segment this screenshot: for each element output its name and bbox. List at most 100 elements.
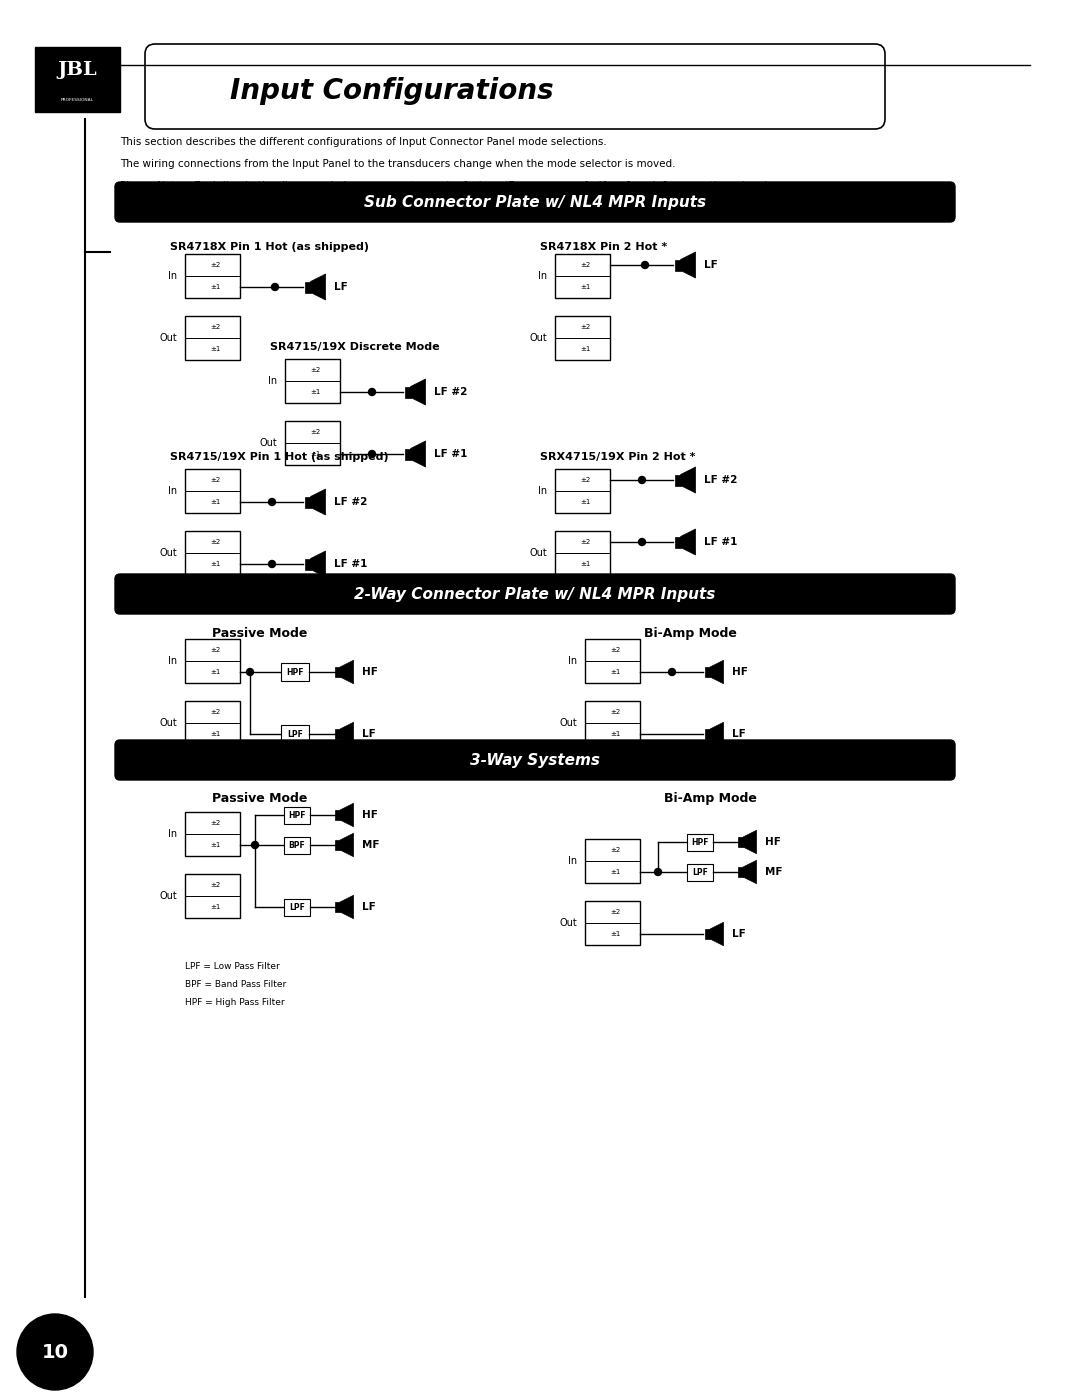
Text: The wiring connections from the Input Panel to the transducers change when the m: The wiring connections from the Input Pa… <box>120 159 675 169</box>
Polygon shape <box>410 379 426 405</box>
Text: ±2: ±2 <box>610 909 620 915</box>
Bar <box>555 469 610 513</box>
Polygon shape <box>340 661 353 683</box>
Text: Out: Out <box>559 718 577 728</box>
Text: ±2: ±2 <box>580 263 591 268</box>
Circle shape <box>269 499 275 506</box>
Text: HF: HF <box>362 666 377 678</box>
Bar <box>185 812 240 856</box>
Text: JBL: JBL <box>57 60 97 78</box>
Text: ±1: ±1 <box>610 869 620 875</box>
Text: In: In <box>568 657 577 666</box>
Circle shape <box>271 284 279 291</box>
Text: HF: HF <box>765 837 781 847</box>
Text: ±1: ±1 <box>211 904 220 909</box>
Text: ±1: ±1 <box>211 284 220 291</box>
Text: Out: Out <box>159 332 177 344</box>
Text: Bi-Amp Mode: Bi-Amp Mode <box>644 627 737 640</box>
Text: In: In <box>167 657 177 666</box>
Bar <box>675 536 680 548</box>
Circle shape <box>269 560 275 567</box>
Text: ±2: ±2 <box>211 263 220 268</box>
Text: PROFESSIONAL: PROFESSIONAL <box>60 98 94 102</box>
Polygon shape <box>743 861 756 884</box>
Bar <box>285 359 340 402</box>
Polygon shape <box>340 803 353 827</box>
Bar <box>738 837 743 847</box>
Text: ±2: ±2 <box>211 324 220 330</box>
Text: Bi-Amp Mode: Bi-Amp Mode <box>663 792 756 805</box>
Bar <box>284 806 310 823</box>
Text: ±2: ±2 <box>610 647 620 652</box>
Bar <box>738 868 743 877</box>
Text: ±1: ±1 <box>310 388 321 395</box>
Text: This section describes the different configurations of Input Connector Panel mod: This section describes the different con… <box>120 137 607 147</box>
Text: MF: MF <box>765 868 782 877</box>
Bar <box>305 496 311 507</box>
Text: Out: Out <box>529 548 546 557</box>
Text: LPF: LPF <box>287 729 302 739</box>
Bar <box>335 902 340 912</box>
Bar <box>305 559 311 570</box>
Text: ±2: ±2 <box>610 847 620 854</box>
Text: Passive Mode: Passive Mode <box>213 792 308 805</box>
Text: 10: 10 <box>41 1343 68 1362</box>
Bar <box>555 316 610 360</box>
Polygon shape <box>710 661 724 683</box>
Text: LF #2: LF #2 <box>433 387 467 397</box>
Text: LF #1: LF #1 <box>433 448 467 460</box>
Text: * Units manufactured after April '00.: * Units manufactured after April '00. <box>285 576 475 585</box>
Text: SRX4715/19X Pin 2 Hot *: SRX4715/19X Pin 2 Hot * <box>540 453 696 462</box>
Text: ±2: ±2 <box>211 476 220 483</box>
Text: LF #2: LF #2 <box>334 497 367 507</box>
Polygon shape <box>710 722 724 746</box>
Bar <box>405 448 410 460</box>
Text: In: In <box>167 271 177 281</box>
Circle shape <box>368 388 376 395</box>
Text: HF: HF <box>362 810 377 820</box>
Polygon shape <box>311 274 325 300</box>
Text: ±2: ±2 <box>211 647 220 652</box>
Circle shape <box>638 476 646 483</box>
Text: HPF = High Pass Filter: HPF = High Pass Filter <box>185 997 285 1007</box>
Text: HPF: HPF <box>288 810 306 820</box>
FancyBboxPatch shape <box>114 574 955 615</box>
Text: LF #1: LF #1 <box>703 536 737 548</box>
Bar <box>185 254 240 298</box>
Text: LF: LF <box>703 260 717 270</box>
Bar <box>705 929 710 939</box>
Bar <box>305 282 311 292</box>
Bar <box>687 834 713 851</box>
Text: BPF = Band Pass Filter: BPF = Band Pass Filter <box>185 981 286 989</box>
Text: In: In <box>268 376 276 386</box>
Text: ±1: ±1 <box>610 731 620 738</box>
Circle shape <box>654 869 661 876</box>
Bar <box>185 469 240 513</box>
Bar <box>555 254 610 298</box>
Polygon shape <box>340 895 353 919</box>
Text: ±1: ±1 <box>610 669 620 675</box>
Circle shape <box>17 1315 93 1390</box>
Bar <box>281 664 309 680</box>
Text: both: both <box>584 182 611 191</box>
FancyBboxPatch shape <box>114 182 955 222</box>
Text: ±2: ±2 <box>211 820 220 826</box>
Text: ±1: ±1 <box>580 562 591 567</box>
Text: ±1: ±1 <box>580 499 591 504</box>
Polygon shape <box>743 830 756 854</box>
Text: ±2: ±2 <box>211 539 220 545</box>
Text: 2-Way Connector Plate w/ NL4 MPR Inputs: 2-Way Connector Plate w/ NL4 MPR Inputs <box>354 587 716 602</box>
Text: MF: MF <box>362 840 379 849</box>
Text: ±1: ±1 <box>211 842 220 848</box>
Polygon shape <box>311 489 325 515</box>
Bar <box>185 638 240 683</box>
Bar <box>585 701 640 745</box>
Polygon shape <box>680 529 696 555</box>
Polygon shape <box>680 251 696 278</box>
Text: ±1: ±1 <box>310 451 321 457</box>
Bar <box>555 531 610 576</box>
Text: ±1: ±1 <box>211 499 220 504</box>
Text: In: In <box>538 486 546 496</box>
Text: LF: LF <box>731 929 745 939</box>
Text: In: In <box>538 271 546 281</box>
